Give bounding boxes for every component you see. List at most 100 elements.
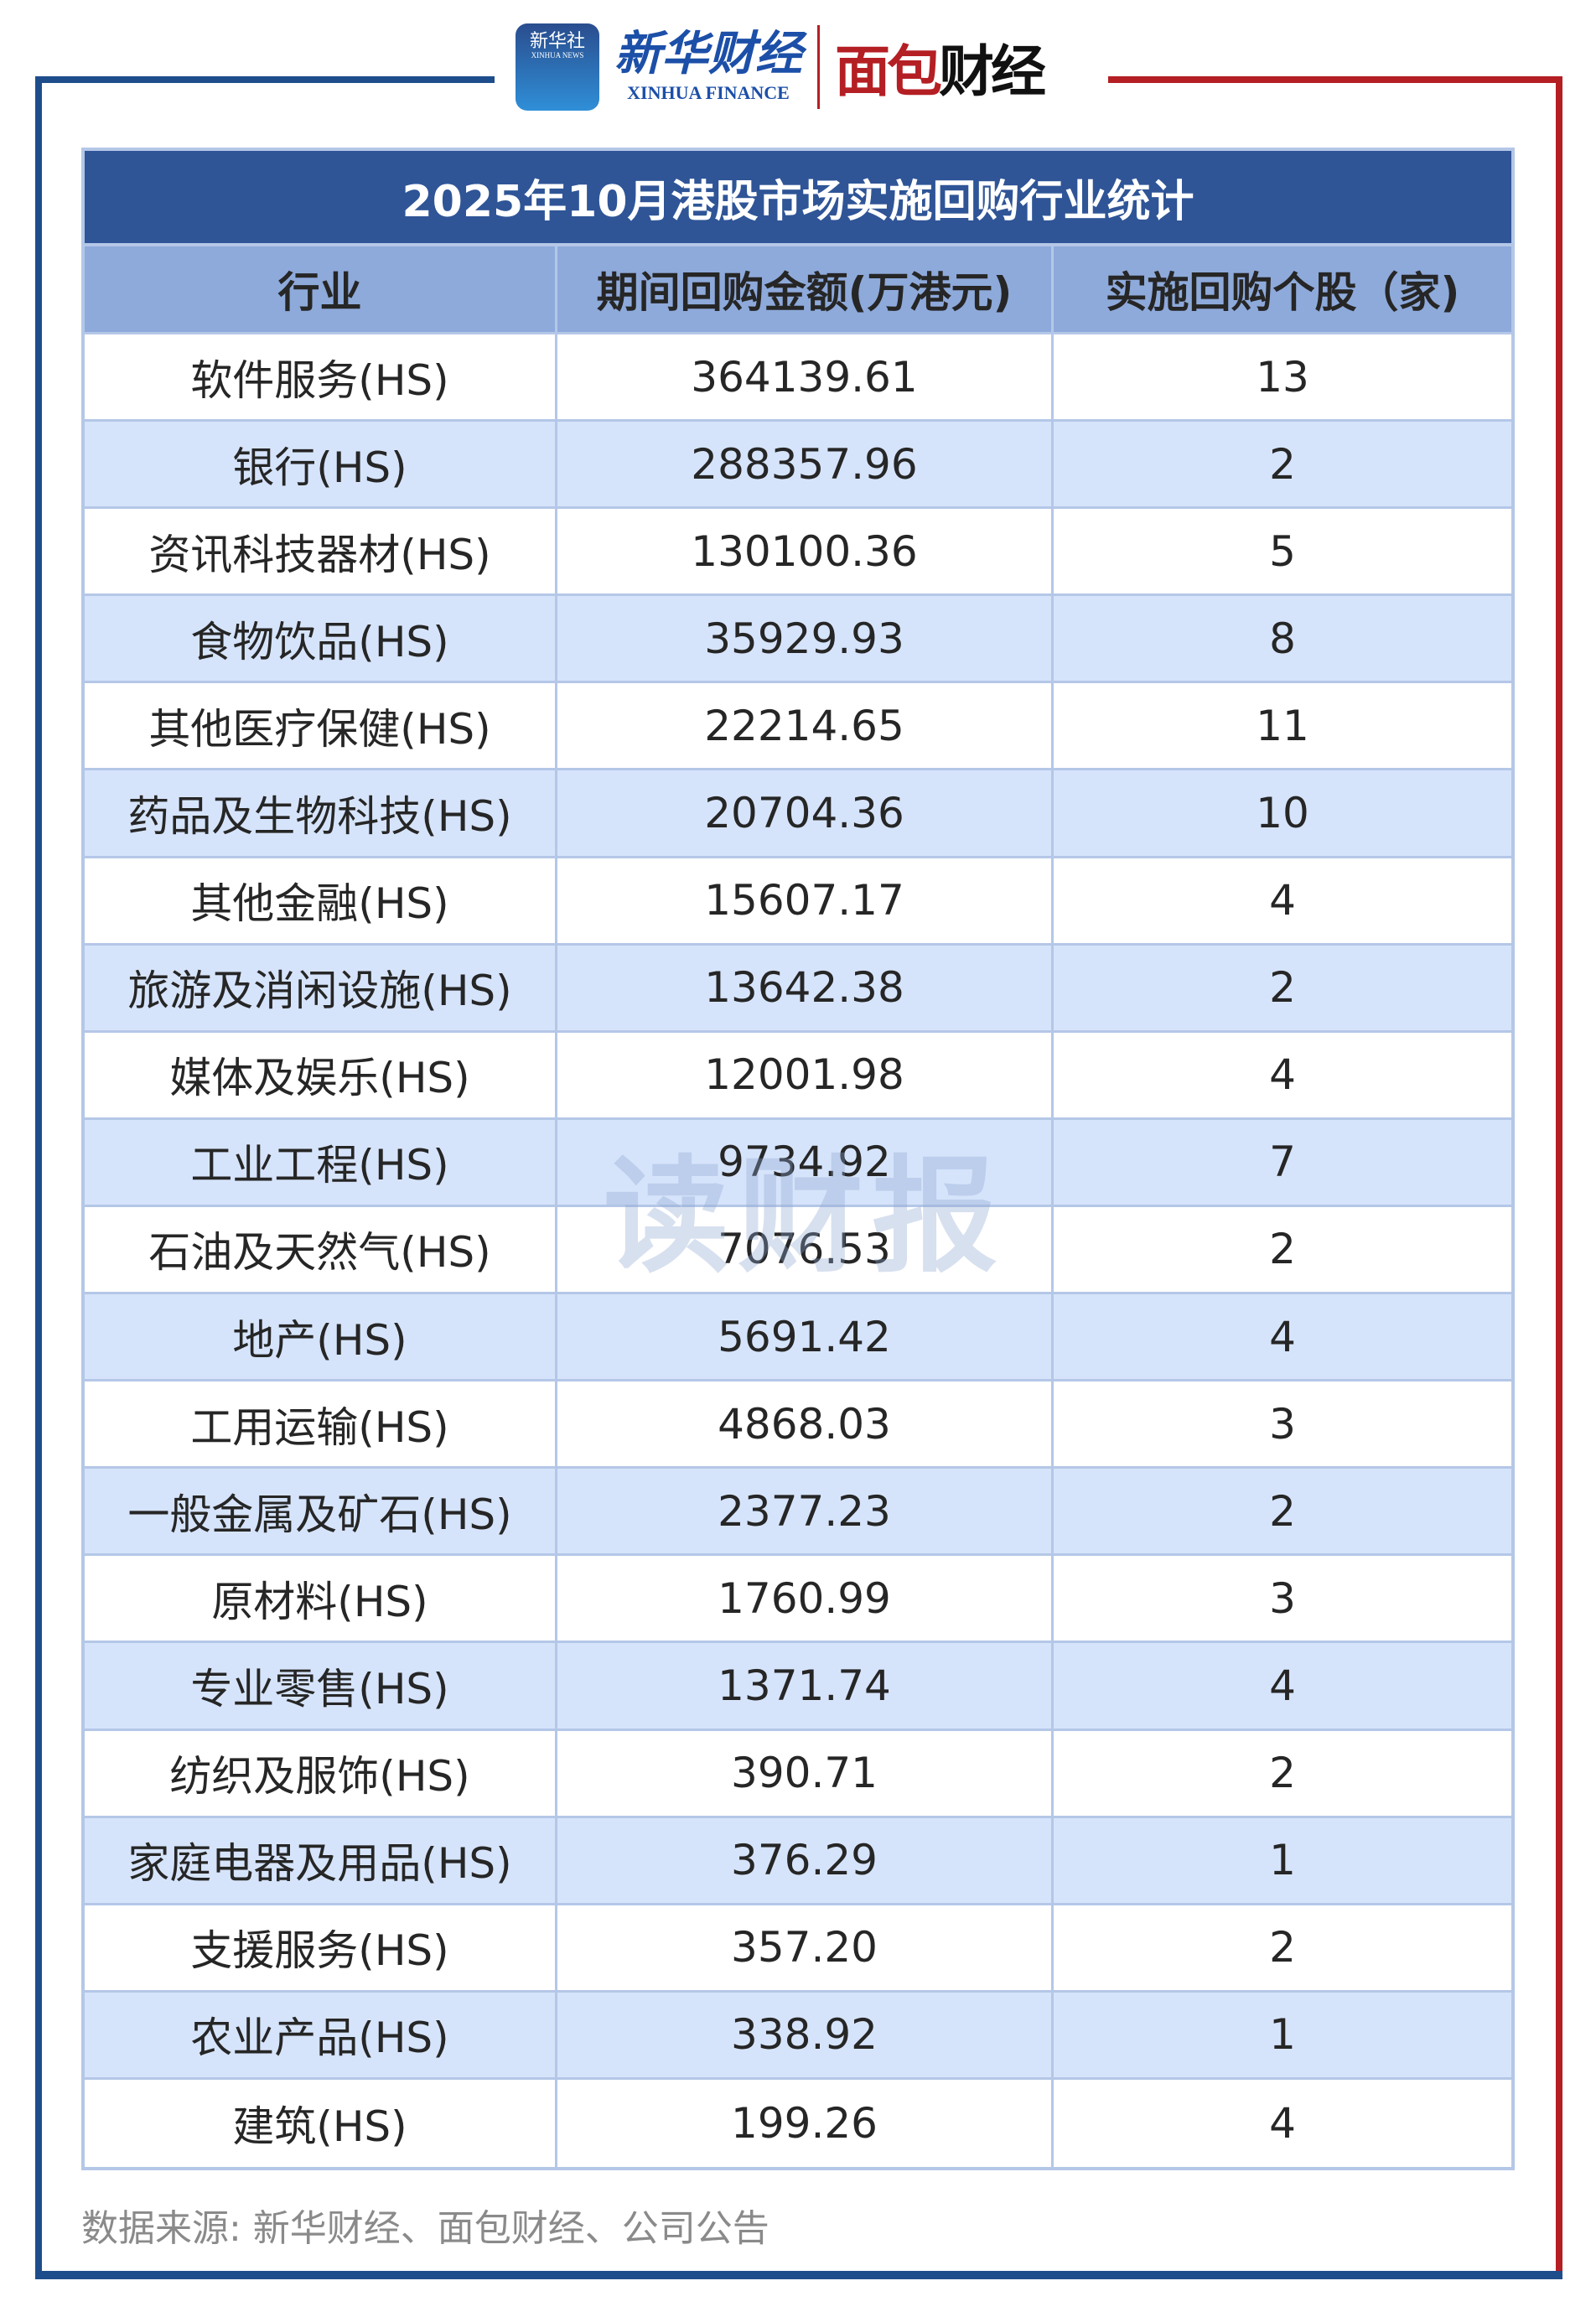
cell-industry: 纺织及服饰(HS): [85, 1730, 557, 1816]
table-title: 2025年10月港股市场实施回购行业统计: [85, 151, 1511, 246]
cell-industry: 农业产品(HS): [85, 1992, 557, 2077]
cell-buyback-amount: 2377.23: [557, 1469, 1054, 1554]
table-row: 工业工程(HS) 9734.92 7: [85, 1119, 1511, 1207]
cell-industry: 软件服务(HS): [85, 334, 557, 420]
cell-stock-count: 2: [1269, 963, 1296, 1013]
frame-border-bottom: [35, 2271, 1562, 2279]
table-row: 药品及生物科技(HS) 20704.36 10: [85, 770, 1511, 858]
cell-buyback-amount: 1760.99: [557, 1556, 1054, 1641]
cell-industry: 专业零售(HS): [85, 1643, 557, 1729]
cell-buyback-amount: 5691.42: [557, 1294, 1054, 1380]
header-industry: 行业: [85, 246, 557, 332]
cell-buyback-amount: 35929.93: [557, 596, 1054, 682]
cell-stock-count: 4: [1269, 2098, 1296, 2148]
cell-buyback-amount: 199.26: [557, 2079, 1054, 2167]
cell-stock-count: 1: [1269, 1836, 1296, 1885]
cell-buyback-amount: 22214.65: [557, 683, 1054, 769]
cell-stock-count: 4: [1269, 1312, 1296, 1361]
table-row: 农业产品(HS) 338.92 1: [85, 1992, 1511, 2080]
cell-buyback-amount: 288357.96: [557, 422, 1054, 507]
table-row: 原材料(HS) 1760.99 3: [85, 1556, 1511, 1644]
xinhua-finance-en: XINHUA FINANCE: [627, 82, 790, 103]
cell-stock-count: 2: [1269, 1749, 1296, 1798]
cell-stock-count: 2: [1269, 1225, 1296, 1274]
cell-buyback-amount: 357.20: [557, 1905, 1054, 1990]
table-row: 纺织及服饰(HS) 390.71 2: [85, 1730, 1511, 1818]
table-row: 地产(HS) 5691.42 4: [85, 1294, 1511, 1382]
header-buyback-amount: 期间回购金额(万港元): [557, 246, 1054, 332]
table-row: 一般金属及矿石(HS) 2377.23 2: [85, 1469, 1511, 1557]
cell-industry: 工用运输(HS): [85, 1381, 557, 1467]
cell-buyback-amount: 4868.03: [557, 1381, 1054, 1467]
cell-stock-count: 2: [1269, 1486, 1296, 1536]
cell-buyback-amount: 130100.36: [557, 509, 1054, 594]
cell-industry: 石油及天然气(HS): [85, 1206, 557, 1293]
mianbao-logo-part2: 财经: [939, 39, 1046, 104]
table-row: 建筑(HS) 199.26 4: [85, 2079, 1511, 2167]
table-row: 专业零售(HS) 1371.74 4: [85, 1643, 1511, 1731]
frame-border-left: [35, 76, 42, 2278]
table-header-row: 行业 期间回购金额(万港元) 实施回购个股（家): [85, 246, 1511, 334]
table-row: 石油及天然气(HS) 7076.53 2: [85, 1206, 1511, 1295]
cell-stock-count: 13: [1256, 352, 1309, 402]
header-stock-count: 实施回购个股（家): [1105, 268, 1460, 317]
cell-stock-count: 2: [1269, 439, 1296, 489]
cell-industry: 家庭电器及用品(HS): [85, 1817, 557, 1903]
buyback-industry-table: 2025年10月港股市场实施回购行业统计 行业 期间回购金额(万港元) 实施回购个股…: [81, 148, 1515, 2170]
cell-buyback-amount: 1371.74: [557, 1643, 1054, 1729]
cell-industry: 地产(HS): [85, 1294, 557, 1380]
cell-buyback-amount: 376.29: [557, 1817, 1054, 1903]
table-row: 旅游及消闲设施(HS) 13642.38 2: [85, 945, 1511, 1033]
cell-stock-count: 8: [1269, 614, 1296, 663]
logo-divider: [817, 25, 820, 109]
cell-stock-count: 4: [1269, 1050, 1296, 1100]
cell-industry: 原材料(HS): [85, 1556, 557, 1641]
table-row: 工用运输(HS) 4868.03 3: [85, 1381, 1511, 1470]
cell-industry: 媒体及娱乐(HS): [85, 1032, 557, 1117]
xinhua-finance-logo: 新华财经 XINHUA FINANCE: [614, 30, 802, 104]
cell-buyback-amount: 7076.53: [557, 1206, 1054, 1293]
cell-industry: 药品及生物科技(HS): [85, 770, 557, 856]
cell-industry: 工业工程(HS): [85, 1119, 557, 1205]
frame-border-right: [1556, 76, 1562, 2278]
cell-stock-count: 4: [1269, 1661, 1296, 1710]
table-row: 其他医疗保健(HS) 22214.65 11: [85, 683, 1511, 771]
table-row: 家庭电器及用品(HS) 376.29 1: [85, 1817, 1511, 1905]
cell-stock-count: 2: [1269, 1923, 1296, 1972]
cell-buyback-amount: 338.92: [557, 1992, 1054, 2077]
cell-stock-count: 5: [1269, 526, 1296, 576]
cell-industry: 其他金融(HS): [85, 858, 557, 943]
xinhua-finance-cn: 新华财经: [614, 26, 802, 81]
cell-buyback-amount: 15607.17: [557, 858, 1054, 943]
cell-stock-count: 4: [1269, 876, 1296, 925]
cell-stock-count: 7: [1269, 1138, 1296, 1187]
table-row: 其他金融(HS) 15607.17 4: [85, 858, 1511, 946]
cell-industry: 支援服务(HS): [85, 1905, 557, 1990]
table-row: 资讯科技器材(HS) 130100.36 5: [85, 509, 1511, 597]
table-row: 媒体及娱乐(HS) 12001.98 4: [85, 1032, 1511, 1120]
cell-industry: 资讯科技器材(HS): [85, 509, 557, 594]
cell-industry: 建筑(HS): [85, 2079, 557, 2167]
mianbao-finance-logo: 面包财经: [835, 27, 1046, 107]
cell-buyback-amount: 9734.92: [557, 1119, 1054, 1205]
xinhua-news-logo: 新华社 XINHUA NEWS: [516, 23, 599, 111]
frame-border-top-left: [35, 76, 495, 83]
cell-stock-count: 11: [1256, 701, 1309, 750]
data-source-note: 数据来源: 新华财经、面包财经、公司公告: [81, 2207, 770, 2250]
header-logos: 新华社 XINHUA NEWS 新华财经 XINHUA FINANCE 面包财经: [516, 21, 1046, 113]
cell-industry: 一般金属及矿石(HS): [85, 1469, 557, 1554]
cell-stock-count: 3: [1269, 1399, 1296, 1449]
table-row: 软件服务(HS) 364139.61 13: [85, 334, 1511, 422]
cell-buyback-amount: 390.71: [557, 1730, 1054, 1816]
cell-stock-count: 1: [1269, 2010, 1296, 2060]
table-row: 银行(HS) 288357.96 2: [85, 422, 1511, 510]
frame-border-top-right: [1108, 76, 1562, 83]
cell-buyback-amount: 13642.38: [557, 945, 1054, 1030]
mianbao-logo-part1: 面包: [835, 39, 942, 104]
cell-buyback-amount: 12001.98: [557, 1032, 1054, 1117]
cell-industry: 食物饮品(HS): [85, 596, 557, 682]
cell-stock-count: 10: [1256, 789, 1309, 838]
cell-buyback-amount: 20704.36: [557, 770, 1054, 856]
xinhua-badge-en: XINHUA NEWS: [531, 51, 584, 60]
cell-industry: 旅游及消闲设施(HS): [85, 945, 557, 1030]
